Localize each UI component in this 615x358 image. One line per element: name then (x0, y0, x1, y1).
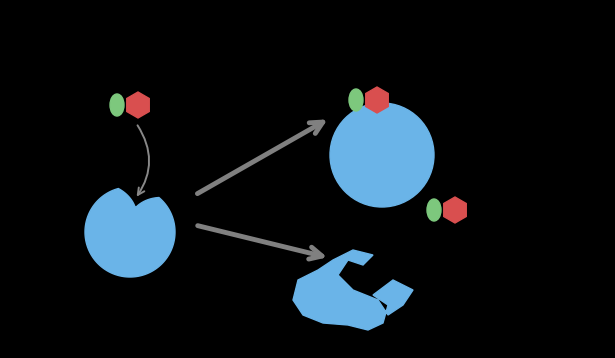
Ellipse shape (349, 89, 363, 111)
Polygon shape (127, 92, 149, 118)
Ellipse shape (110, 94, 124, 116)
Polygon shape (293, 250, 413, 330)
Polygon shape (444, 197, 466, 223)
Circle shape (330, 103, 434, 207)
Polygon shape (366, 87, 388, 113)
Polygon shape (85, 189, 175, 277)
Ellipse shape (427, 199, 441, 221)
